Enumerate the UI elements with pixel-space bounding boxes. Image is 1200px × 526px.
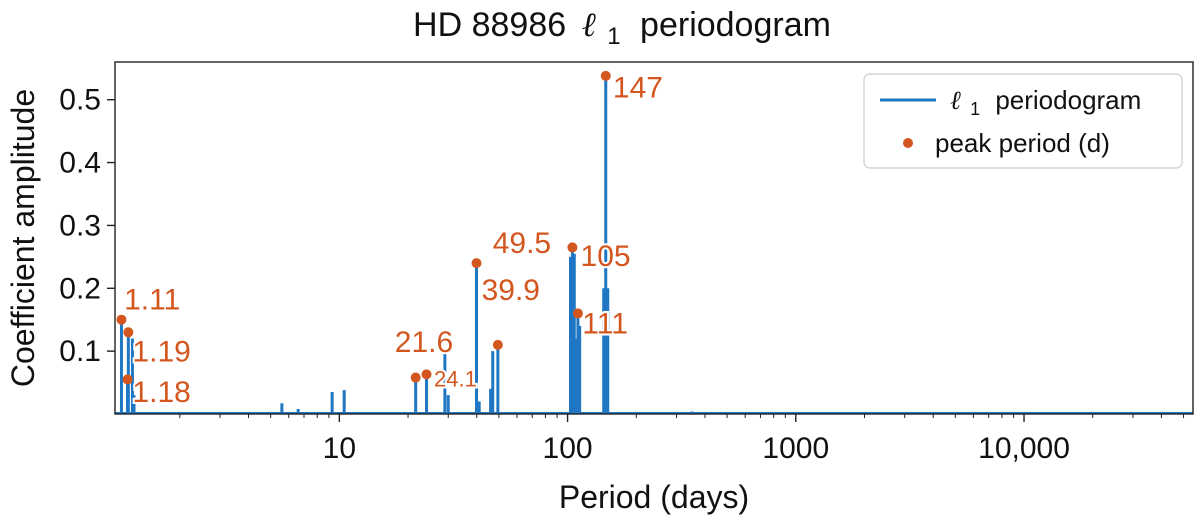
peak-label: 49.5 [493, 227, 551, 260]
y-tick-label: 0.3 [59, 209, 101, 242]
x-tick-label: 10,000 [978, 432, 1070, 465]
peak-marker [123, 327, 134, 338]
chart-title-suffix: periodogram [640, 6, 831, 44]
peak-label: 105 [581, 240, 631, 273]
y-tick-label: 0.1 [59, 335, 101, 368]
peak-label: 1.11 [124, 283, 180, 316]
peak-labels: 1.11 1.19 1.18 21.6 24.1 39.9 49.5 105 111 147 [122, 70, 665, 411]
peak-label: 1.19 [132, 336, 190, 369]
peak-marker [600, 70, 611, 81]
legend-suffix: periodogram [995, 85, 1141, 115]
y-tick-label: 0.5 [59, 84, 101, 117]
chart-title-symbol: ℓ [582, 5, 596, 45]
y-axis-label: Coefficient amplitude [5, 89, 41, 387]
legend-entry-periodogram: ℓ 1 periodogram [950, 85, 1141, 121]
peak-marker [410, 372, 421, 383]
y-tick-label: 0.2 [59, 272, 101, 305]
legend-entry-peak: peak period (d) [935, 128, 1110, 158]
chart-title-prefix: HD 88986 [413, 6, 566, 44]
peak-marker [471, 258, 482, 269]
peak-marker [572, 308, 583, 319]
peak-label: 147 [613, 72, 663, 105]
peak-marker [116, 314, 127, 325]
plot-frame [114, 61, 1194, 415]
axes: 10 100 1000 10,000 0.1 0.2 0.3 0.4 0.5 [59, 84, 1185, 465]
peak-label: 111 [582, 307, 628, 340]
peak-marker [492, 339, 503, 350]
legend-box [863, 73, 1183, 169]
peak-label: 24.1 [434, 367, 477, 392]
x-tick-label: 10 [323, 432, 356, 465]
chart-title: HD 88986 ℓ 1 periodogram [413, 5, 831, 52]
legend-dot-swatch [903, 138, 913, 148]
x-tick-label: 100 [543, 432, 593, 465]
peak-marker [421, 369, 432, 380]
peak-label: 1.18 [132, 376, 190, 409]
periodogram-series [119, 75, 702, 414]
peak-markers [116, 70, 611, 385]
legend-subscript: 1 [970, 99, 980, 119]
peak-label: 39.9 [482, 274, 540, 307]
chart-title-subscript: 1 [607, 23, 620, 50]
x-axis-label: Period (days) [559, 479, 749, 515]
x-tick-label: 1000 [762, 432, 829, 465]
peak-marker [122, 374, 133, 385]
legend: ℓ 1 periodogram peak period (d) [863, 73, 1183, 169]
peak-label: 21.6 [395, 326, 453, 359]
peak-marker [567, 242, 578, 253]
y-tick-label: 0.4 [59, 147, 101, 180]
legend-symbol: ℓ [950, 86, 961, 116]
